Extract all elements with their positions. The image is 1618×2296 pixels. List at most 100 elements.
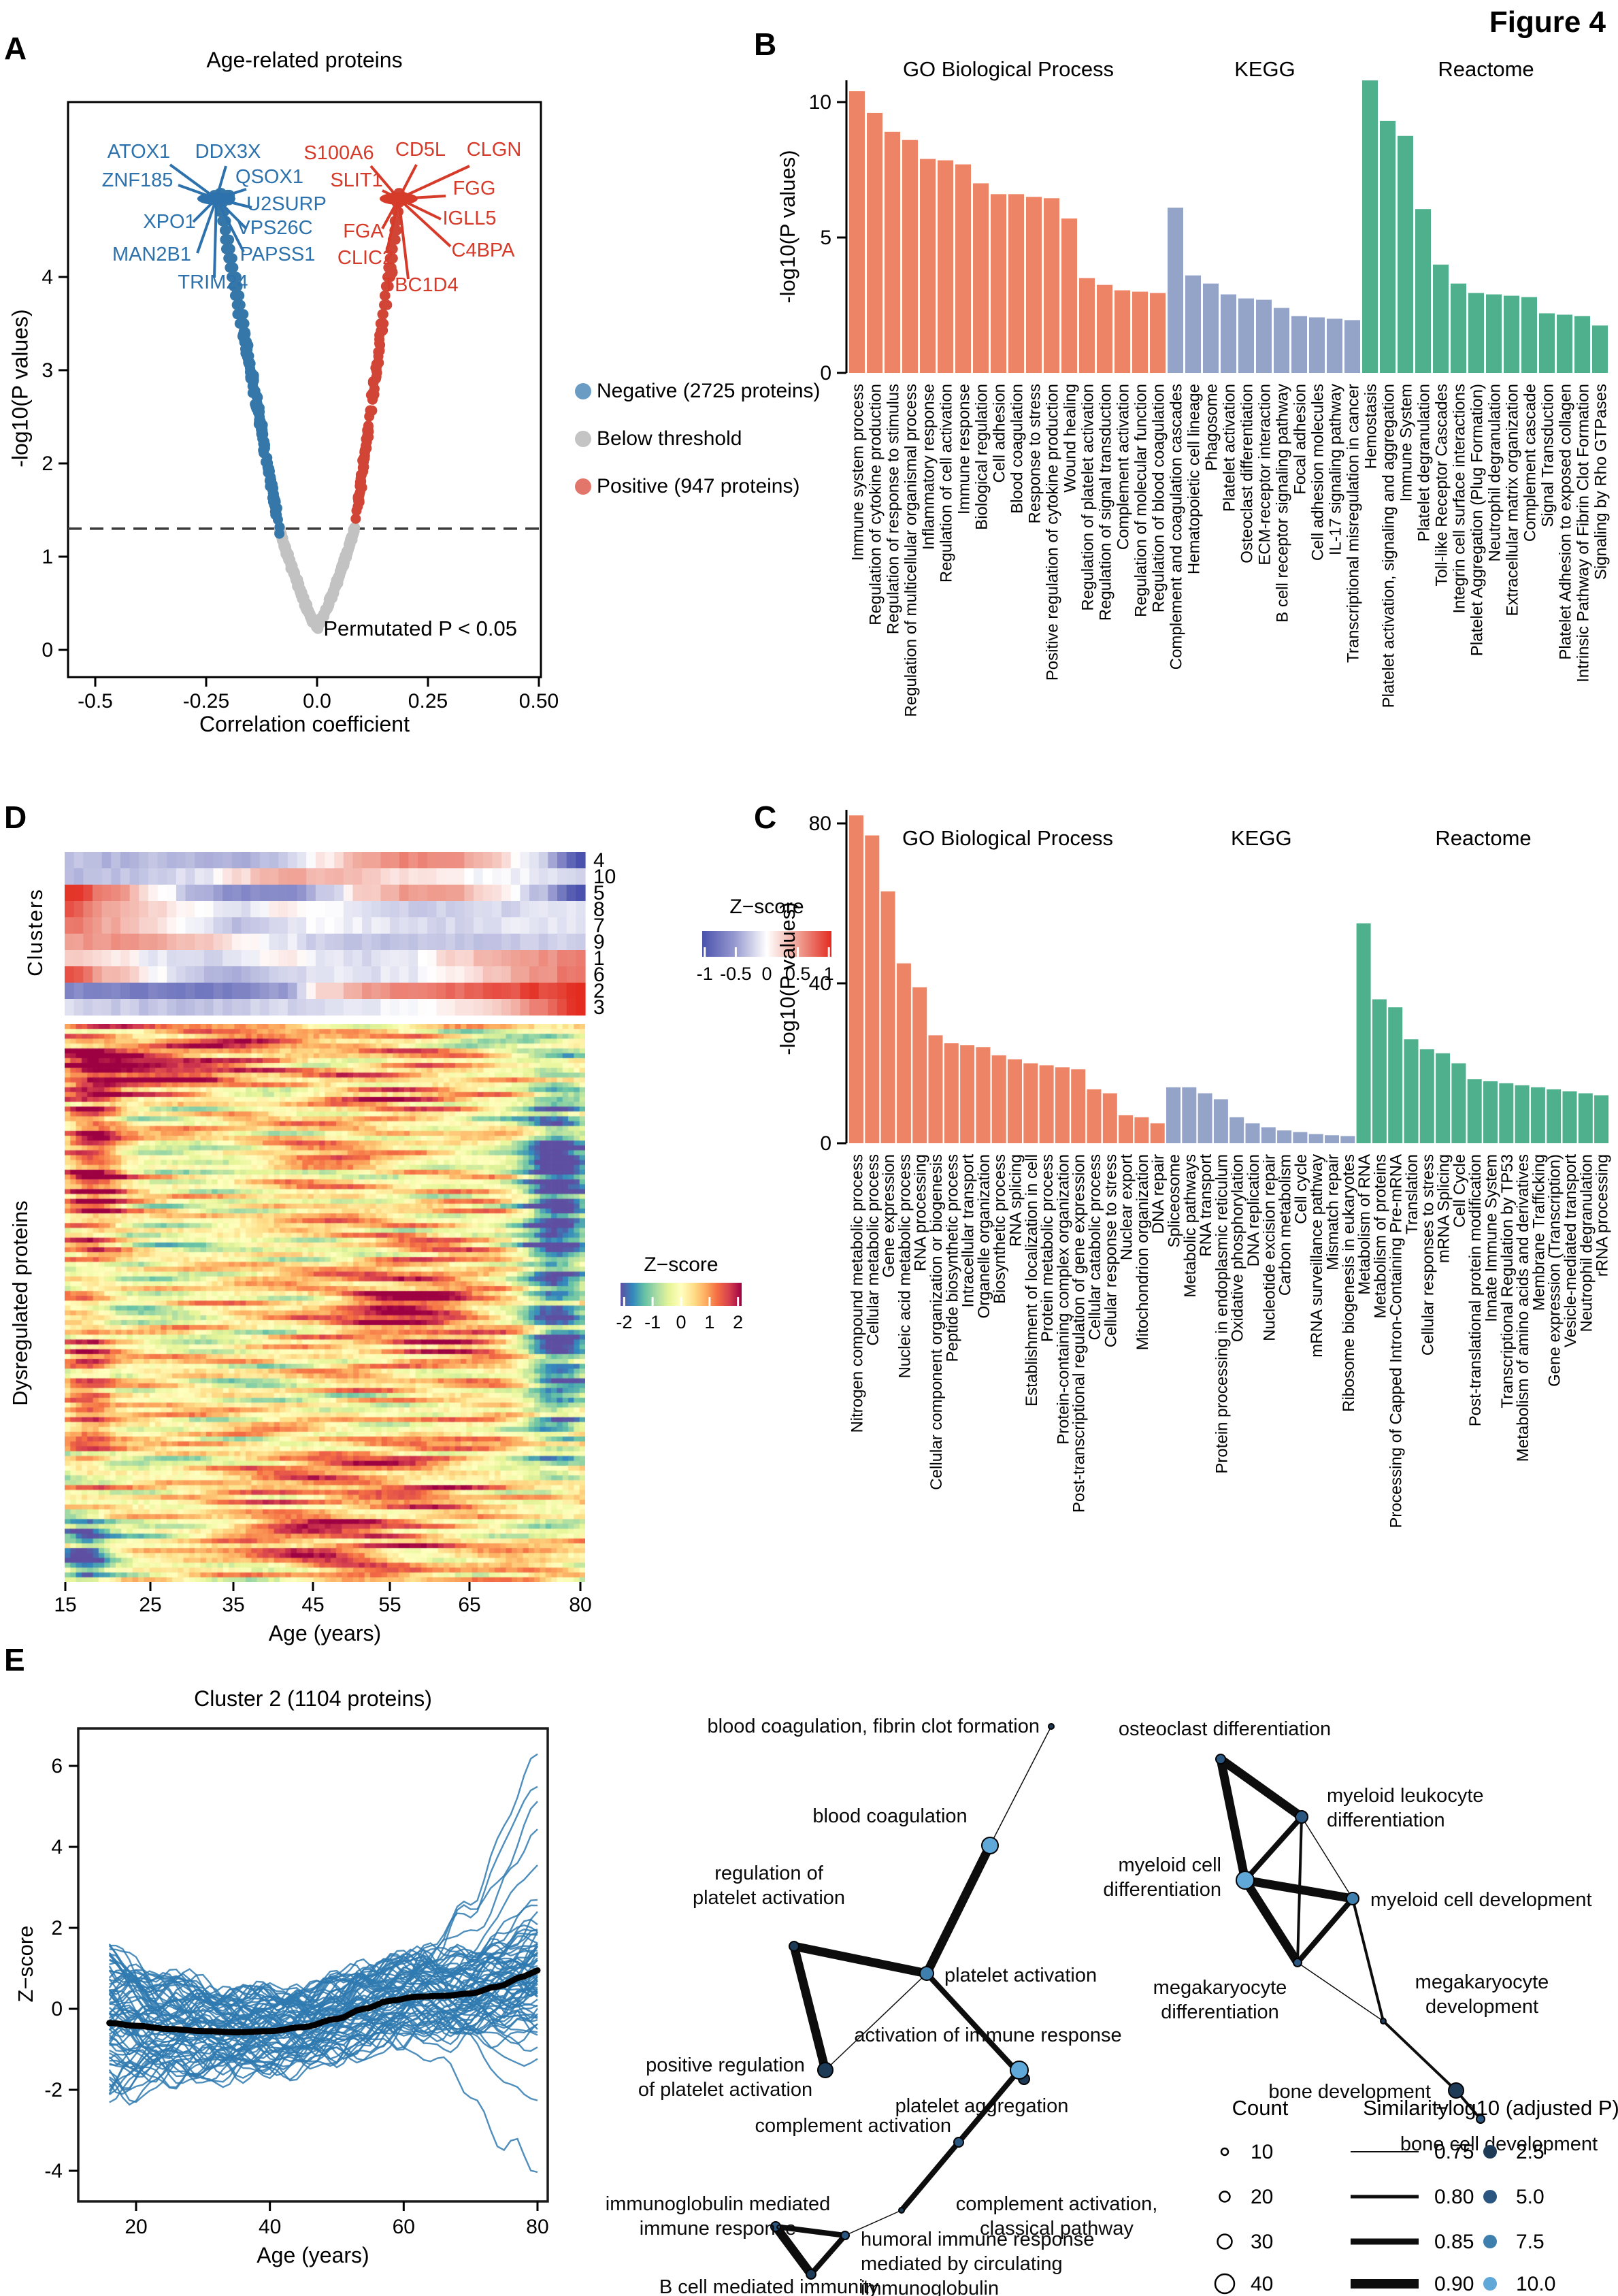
age-tick-label: 15 <box>54 1594 76 1616</box>
cluster-cell <box>446 901 456 918</box>
cluster-cell <box>65 901 75 918</box>
bar <box>1557 314 1572 373</box>
cluster-cell <box>464 901 474 918</box>
bar <box>1356 923 1371 1143</box>
cluster-cell <box>195 950 205 967</box>
bar-label: Platelet Adhesion to exposed collagen <box>1557 384 1575 660</box>
cluster-cell <box>139 983 149 1000</box>
cluster-cell <box>529 868 540 885</box>
network-edge <box>989 1726 1052 1846</box>
cluster-cell <box>101 917 112 934</box>
cluster-cell <box>157 999 167 1016</box>
network-node-comp_act <box>953 2137 964 2148</box>
panel-e-letter: E <box>4 1642 25 1677</box>
bar <box>1256 299 1272 373</box>
cluster-cell <box>352 852 363 869</box>
protein-label: ATOX1 <box>108 141 170 163</box>
x-tick-label: -0.5 <box>78 690 113 712</box>
bar-label: Regulation of signal transduction <box>1097 384 1115 621</box>
cluster-cell <box>418 966 428 983</box>
bar <box>1044 198 1059 373</box>
cluster-cell <box>139 901 149 918</box>
cluster-cell <box>538 950 548 967</box>
cluster-cell <box>111 999 121 1016</box>
bar-label: Carbon metabolism <box>1276 1154 1295 1296</box>
cluster-cell <box>446 950 456 967</box>
y-tick-label: 3 <box>42 359 53 382</box>
cluster-cell <box>241 852 251 869</box>
data-point <box>348 525 360 537</box>
bar-label: Biosynthetic process <box>991 1154 1009 1304</box>
cluster-cell <box>520 983 530 1000</box>
cluster-row-label: 3 <box>593 996 605 1019</box>
pvalue-dot-icon <box>1483 2190 1497 2203</box>
cluster-cell <box>538 983 548 1000</box>
cluster-cell <box>83 901 93 918</box>
data-point <box>351 505 362 516</box>
cluster-cell <box>548 966 558 983</box>
cluster-cell <box>129 852 139 869</box>
cluster-cell <box>83 917 93 934</box>
bar-label: Regulation of cytokine production <box>867 384 885 625</box>
cluster-cell <box>343 966 354 983</box>
cluster-cell <box>176 917 186 934</box>
cluster-cell <box>334 999 344 1016</box>
cluster-cell <box>371 901 382 918</box>
x-tick-label: 0.50 <box>519 690 559 712</box>
cluster-cell <box>297 966 307 983</box>
count-label: 30 <box>1251 2231 1273 2253</box>
cluster-cell <box>167 934 177 951</box>
data-point <box>240 348 251 359</box>
cluster-cell <box>306 966 316 983</box>
bar-label: RNA splicing <box>1007 1154 1025 1247</box>
bar-label: IL-17 signaling pathway <box>1327 384 1345 555</box>
bar-label: Platelet activation, signaling and aggre… <box>1380 384 1398 708</box>
top-hit-cluster <box>197 193 235 205</box>
bar <box>1380 120 1396 374</box>
cluster-cell <box>148 852 159 869</box>
cluster-cell <box>269 901 279 918</box>
cluster-cell <box>464 966 474 983</box>
cluster-cell <box>343 983 354 1000</box>
bar <box>1340 1136 1355 1143</box>
cluster-cell <box>101 868 112 885</box>
count-circle-icon <box>1220 2147 1229 2156</box>
cluster-cell <box>139 917 149 934</box>
cluster-cell <box>222 901 233 918</box>
y-tick-label: 5 <box>820 227 831 249</box>
cluster-cell <box>343 934 354 951</box>
cluster-cell <box>250 901 261 918</box>
cluster-cell <box>352 950 363 967</box>
legend-negative-label: Negative (2725 proteins) <box>597 380 821 402</box>
cluster-cell <box>557 885 567 902</box>
cluster-cell <box>269 868 279 885</box>
cluster-cell <box>474 885 484 902</box>
protein-label: CLGN <box>467 139 522 161</box>
cluster-cell <box>482 917 493 934</box>
cluster-cell <box>222 885 233 902</box>
cluster-cell <box>139 868 149 885</box>
cluster-cell <box>73 885 84 902</box>
cluster-cell <box>492 885 502 902</box>
cluster-cell <box>167 917 177 934</box>
cluster-cell <box>157 950 167 967</box>
cluster-cell <box>111 852 121 869</box>
cluster-cell <box>492 950 502 967</box>
bar-label: Regulation of blood coagulation <box>1150 384 1168 612</box>
cluster-cell <box>222 966 233 983</box>
bar-label: Blood coagulation <box>1008 384 1027 514</box>
zscale2-tick: 1 <box>704 1312 714 1332</box>
cluster-cell <box>101 966 112 983</box>
cluster-cell <box>241 917 251 934</box>
bar <box>1436 1053 1451 1143</box>
cluster-cell <box>176 934 186 951</box>
cluster-cell <box>325 983 335 1000</box>
cluster-cell <box>492 917 502 934</box>
cluster-cell <box>167 901 177 918</box>
cluster-cell <box>548 885 558 902</box>
cluster-cell <box>501 901 512 918</box>
network-node-humoral <box>840 2231 850 2240</box>
protein-label: C4BPA <box>452 240 516 261</box>
bar <box>1344 320 1360 373</box>
cluster-cell <box>352 934 363 951</box>
